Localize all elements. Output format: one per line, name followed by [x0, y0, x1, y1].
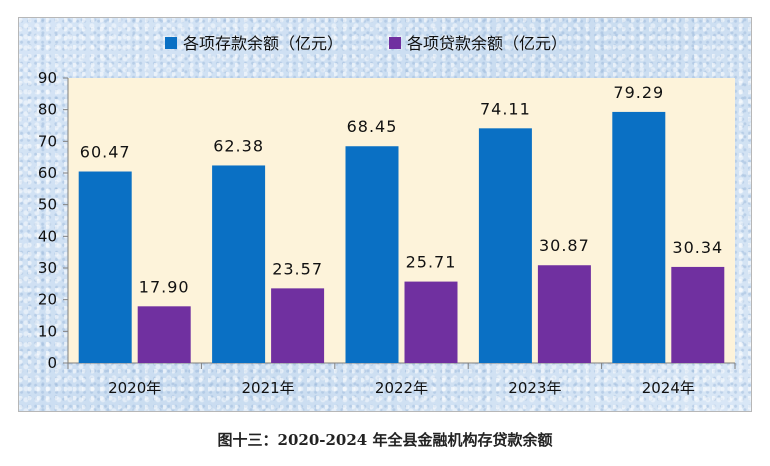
- bar-series-1: [612, 111, 666, 363]
- y-tick-label: 50: [38, 196, 57, 214]
- data-label: 62.38: [213, 136, 264, 155]
- x-tick-label: 2023年: [508, 379, 561, 397]
- data-label: 68.45: [347, 117, 398, 136]
- legend-label: 各项贷款余额（亿元）: [407, 34, 567, 53]
- data-label: 79.29: [613, 83, 664, 102]
- data-label: 17.90: [139, 277, 190, 296]
- data-label: 60.47: [80, 143, 131, 162]
- bar-series-2: [404, 281, 458, 363]
- y-tick-label: 0: [47, 354, 57, 372]
- data-label: 25.71: [406, 253, 457, 272]
- data-label: 30.87: [539, 236, 590, 255]
- data-label: 30.34: [672, 238, 723, 257]
- legend-label: 各项存款余额（亿元）: [183, 34, 343, 53]
- data-label: 74.11: [480, 99, 531, 118]
- x-tick-label: 2021年: [242, 379, 295, 397]
- bar-series-2: [537, 265, 591, 363]
- y-tick-label: 90: [38, 69, 57, 87]
- bar-series-1: [345, 146, 399, 363]
- bar-series-2: [137, 306, 191, 363]
- bar-series-1: [212, 165, 266, 363]
- y-tick-label: 60: [38, 164, 57, 182]
- y-tick-label: 80: [38, 101, 57, 119]
- legend-swatch: [165, 37, 177, 49]
- y-tick-label: 30: [38, 259, 57, 277]
- bar-series-1: [478, 128, 532, 363]
- figure-caption: 图十三：2020-2024 年全县金融机构存贷款余额: [217, 431, 553, 449]
- legend-swatch: [389, 37, 401, 49]
- bar-series-2: [671, 266, 725, 363]
- y-tick-label: 40: [38, 227, 57, 245]
- x-tick-label: 2020年: [108, 379, 161, 397]
- bar-series-1: [78, 171, 132, 363]
- data-label: 23.57: [272, 259, 323, 278]
- x-tick-label: 2022年: [375, 379, 428, 397]
- y-tick-label: 20: [38, 291, 57, 309]
- bar-series-2: [271, 288, 325, 363]
- y-tick-label: 10: [38, 322, 57, 340]
- y-tick-label: 70: [38, 132, 57, 150]
- x-tick-label: 2024年: [642, 379, 695, 397]
